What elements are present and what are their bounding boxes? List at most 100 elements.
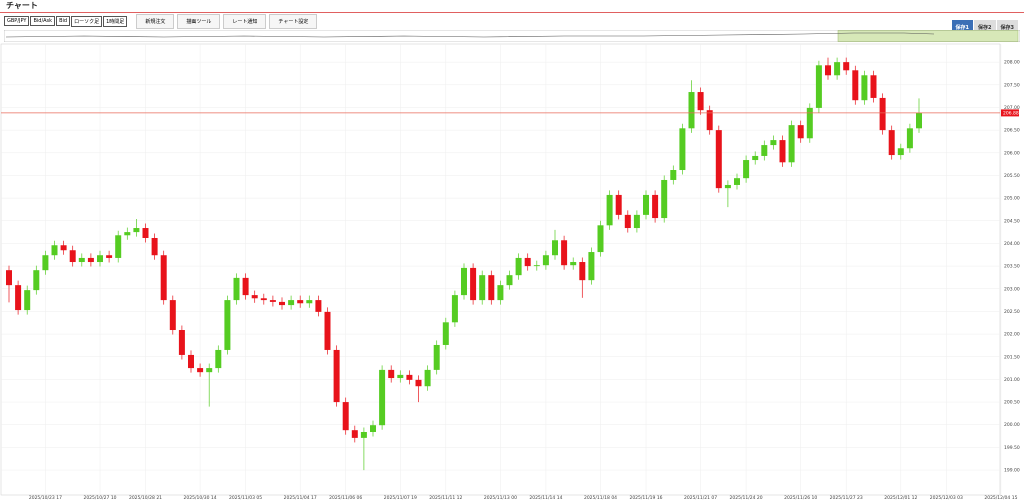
candle-body (42, 255, 49, 271)
candle-body (606, 194, 613, 226)
candle-body (24, 290, 31, 311)
button[interactable]: レート通知 (223, 14, 267, 29)
select[interactable]: GBP/JPY (4, 16, 30, 26)
y-tick-label: 205.50 (1004, 173, 1020, 179)
button[interactable]: チャート設定 (269, 14, 318, 29)
last-price-label: 206.88 (1003, 110, 1019, 116)
candle-body (533, 265, 540, 267)
candle-body (515, 257, 522, 276)
candle-body (461, 267, 467, 296)
navigator-line (5, 32, 935, 38)
candle-body (834, 62, 841, 76)
navigator-window[interactable] (837, 30, 1019, 42)
candle-body (269, 300, 276, 302)
candle-body (188, 354, 194, 369)
x-tick-label: 2025/12/04 15 (984, 495, 1017, 501)
candle-body (342, 402, 349, 431)
candle-body (670, 170, 677, 180)
toolbar: GBP/JPY Bid/Ask Bid ローソク足 1時間足 新規注文 描画ツール レート通… (4, 14, 1020, 29)
candle-body (679, 128, 686, 171)
save-tabs: 保存1 保存2 保存3 (951, 14, 1018, 35)
candle-body (579, 262, 586, 281)
candle-body (916, 112, 922, 129)
y-tick-label: 207.50 (1004, 82, 1020, 88)
candle-body (761, 145, 768, 156)
x-tick-label: 2025/11/21 07 (684, 495, 717, 501)
candle-body (906, 128, 913, 149)
button[interactable]: 描画ツール (177, 14, 221, 29)
y-tick-label: 201.00 (1004, 377, 1020, 383)
x-tick-label: 2025/10/23 17 (29, 495, 62, 501)
page-title: チャート (6, 1, 38, 10)
y-tick-label: 202.00 (1004, 332, 1020, 338)
candle-body (279, 301, 285, 306)
y-tick-label: 206.00 (1004, 150, 1020, 156)
y-tick-label: 203.00 (1004, 286, 1020, 292)
candle-body (397, 374, 404, 379)
candle-body (825, 65, 831, 76)
candle-body (770, 140, 777, 146)
y-tick-label: 199.00 (1004, 468, 1020, 474)
candle-body (288, 300, 295, 306)
candle-body (15, 285, 22, 311)
candle-body (870, 75, 877, 98)
x-tick-label: 2025/11/04 17 (284, 495, 317, 501)
candle-body (779, 140, 786, 163)
y-tick-label: 204.00 (1004, 241, 1020, 247)
x-tick-label: 2025/11/24 20 (730, 495, 763, 501)
candle-body (169, 300, 176, 331)
candle-body (360, 431, 367, 438)
candle-body (124, 232, 131, 236)
candle-body (652, 194, 659, 219)
candle-body (415, 379, 422, 387)
y-tick-label: 204.50 (1004, 218, 1020, 224)
y-tick-label: 206.50 (1004, 128, 1020, 134)
candle-body (661, 179, 668, 219)
x-tick-label: 2025/11/18 04 (584, 495, 617, 501)
select[interactable]: 1時間足 (103, 16, 128, 27)
x-tick-label: 2025/11/14 14 (529, 495, 562, 501)
candle-body (233, 277, 240, 301)
candle-body (552, 240, 558, 256)
x-tick-label: 2025/11/11 12 (429, 495, 462, 501)
candle-body (333, 349, 340, 403)
candle-body (488, 275, 495, 301)
y-tick-label: 202.50 (1004, 309, 1020, 315)
candle-body (524, 257, 531, 267)
candle-body (106, 255, 113, 258)
candle-body (33, 270, 40, 291)
candle-body (60, 245, 67, 251)
candle-body (479, 275, 486, 301)
y-tick-label: 208.00 (1004, 60, 1020, 66)
select[interactable]: Bid/Ask (30, 16, 56, 26)
candle-body (388, 369, 395, 379)
candle-body (87, 257, 94, 263)
candle-body (843, 62, 850, 71)
candle-body (69, 250, 76, 263)
header: チャート (0, 0, 1024, 13)
button[interactable]: 新規注文 (136, 14, 175, 29)
candle-body (643, 194, 649, 215)
y-tick-label: 201.50 (1004, 354, 1020, 360)
x-tick-label: 2025/10/28 21 (129, 495, 162, 501)
candle-body (242, 277, 249, 296)
candle-body (615, 194, 622, 215)
select[interactable]: Bid (56, 16, 71, 26)
candle-body (142, 228, 149, 238)
candle-body (570, 262, 577, 266)
candle-body (588, 252, 595, 281)
select[interactable]: ローソク足 (71, 16, 103, 27)
candle-body (806, 107, 813, 139)
candle-body (752, 155, 759, 161)
y-tick-label: 200.00 (1004, 422, 1020, 428)
x-tick-label: 2025/11/13 00 (484, 495, 517, 501)
candle-body (715, 130, 722, 189)
x-tick-label: 2025/11/07 19 (384, 495, 417, 501)
candle-body (178, 330, 185, 355)
x-tick-label: 2025/10/30 14 (184, 495, 217, 501)
y-tick-label: 207.00 (1004, 105, 1020, 111)
candle-body (306, 300, 313, 304)
candle-body (506, 275, 513, 286)
candle-body (433, 344, 440, 370)
